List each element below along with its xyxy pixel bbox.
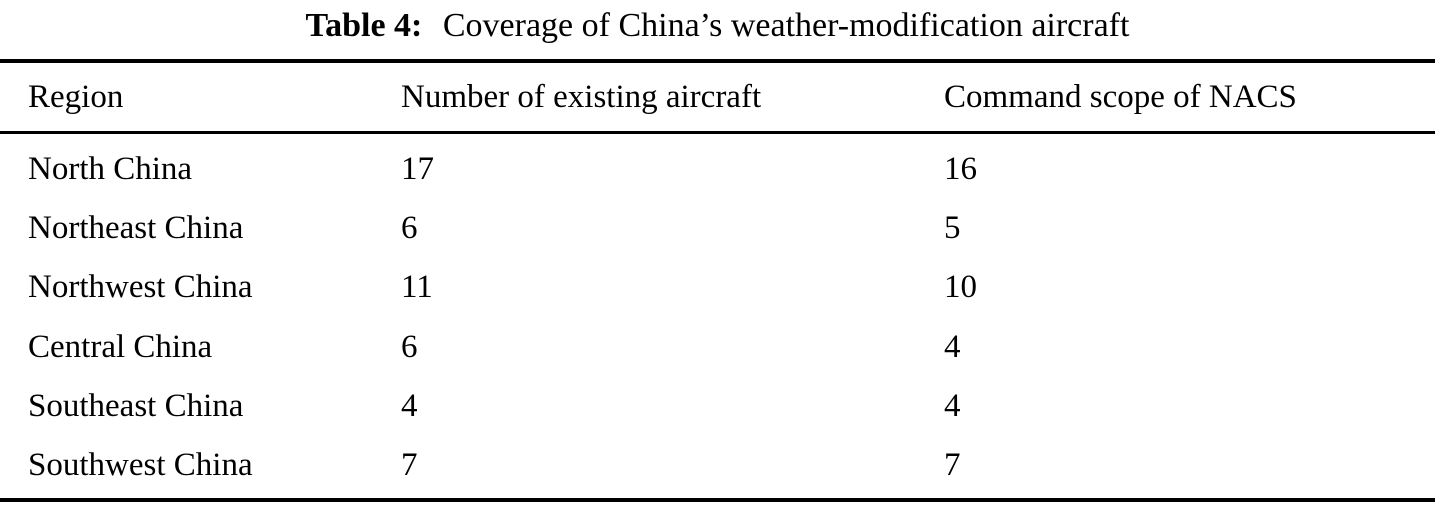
cell-existing-aircraft: 17 bbox=[401, 151, 434, 187]
cell-existing-aircraft: 6 bbox=[401, 210, 418, 246]
table-row: Northwest China 11 10 bbox=[0, 258, 1435, 317]
table-row: Northeast China 6 5 bbox=[0, 199, 1435, 258]
cell-existing-aircraft: 6 bbox=[401, 329, 418, 365]
cell-existing-aircraft: 7 bbox=[401, 447, 418, 483]
top-rule bbox=[0, 59, 1435, 63]
table-number-label: Table 4: bbox=[305, 7, 423, 44]
cell-region: Northeast China bbox=[28, 210, 244, 246]
table-caption: Table 4: Coverage of China’s weather-mod… bbox=[0, 3, 1435, 49]
cell-existing-aircraft: 4 bbox=[401, 388, 418, 424]
table-row: Central China 6 4 bbox=[0, 318, 1435, 377]
cell-region: Central China bbox=[28, 329, 213, 365]
cell-region: Southwest China bbox=[28, 447, 253, 483]
table-row: North China 17 16 bbox=[0, 140, 1435, 199]
cell-existing-aircraft: 11 bbox=[401, 269, 433, 305]
table-row: Southeast China 4 4 bbox=[0, 377, 1435, 436]
header-rule bbox=[0, 131, 1435, 134]
column-header-existing-aircraft: Number of existing aircraft bbox=[401, 79, 762, 115]
cell-nacs-scope: 4 bbox=[944, 388, 961, 424]
cell-nacs-scope: 4 bbox=[944, 329, 961, 365]
cell-nacs-scope: 5 bbox=[944, 210, 961, 246]
table-header-row: Region Number of existing aircraft Comma… bbox=[0, 77, 1435, 117]
cell-nacs-scope: 7 bbox=[944, 447, 961, 483]
table-caption-text: Coverage of China’s weather-modification… bbox=[442, 7, 1130, 44]
column-header-region: Region bbox=[28, 79, 124, 115]
column-header-nacs-scope: Command scope of NACS bbox=[944, 79, 1297, 115]
cell-nacs-scope: 10 bbox=[944, 269, 977, 305]
cell-nacs-scope: 16 bbox=[944, 151, 977, 187]
cell-region: Southeast China bbox=[28, 388, 244, 424]
bottom-rule bbox=[0, 498, 1435, 502]
cell-region: Northwest China bbox=[28, 269, 253, 305]
cell-region: North China bbox=[28, 151, 193, 187]
table-row: Southwest China 7 7 bbox=[0, 436, 1435, 495]
